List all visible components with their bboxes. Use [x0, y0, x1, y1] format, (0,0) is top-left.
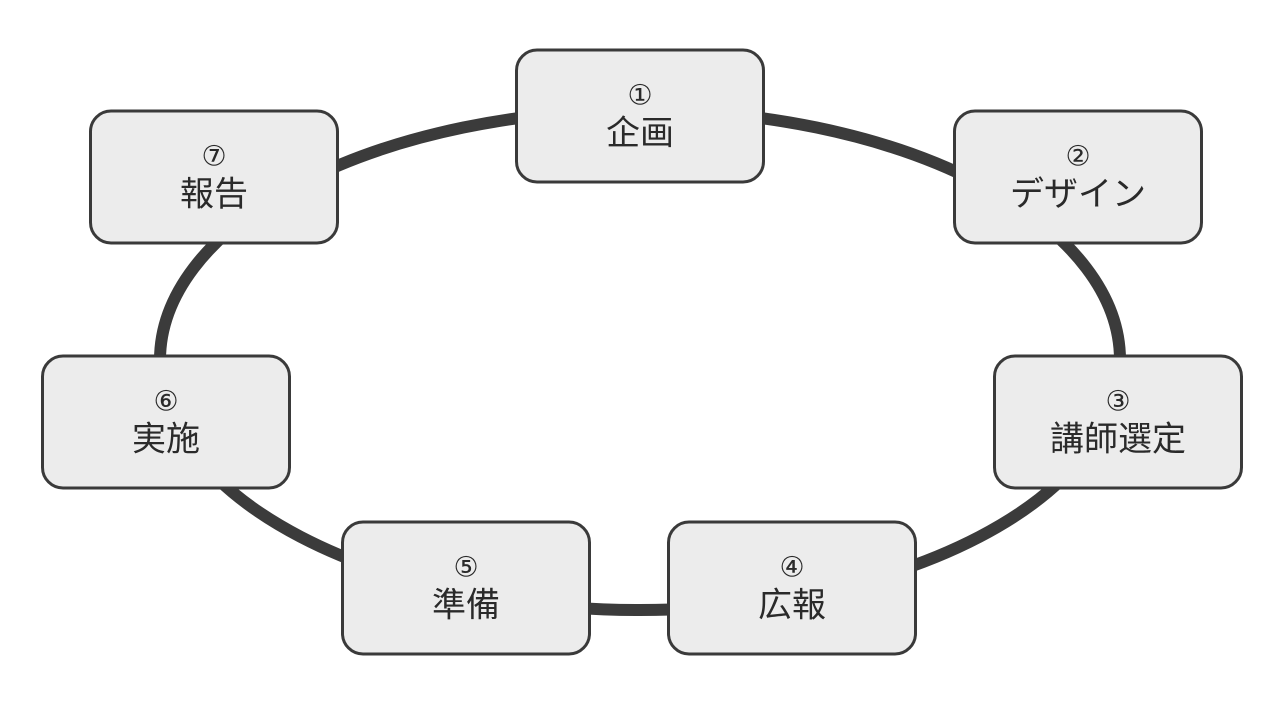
- cycle-node-number: ⑤: [453, 549, 478, 584]
- cycle-node-number: ⑦: [201, 138, 226, 173]
- cycle-node-5: ⑤準備: [341, 521, 591, 656]
- cycle-node-4: ④広報: [667, 521, 917, 656]
- cycle-node-label: 準備: [432, 584, 500, 627]
- cycle-node-3: ③講師選定: [993, 355, 1243, 490]
- cycle-node-7: ⑦報告: [89, 110, 339, 245]
- cycle-node-number: ⑥: [153, 383, 178, 418]
- cycle-node-label: 報告: [180, 173, 248, 216]
- cycle-node-label: 講師選定: [1050, 418, 1186, 461]
- cycle-node-6: ⑥実施: [41, 355, 291, 490]
- cycle-node-1: ①企画: [515, 49, 765, 184]
- cycle-node-label: 広報: [758, 584, 826, 627]
- cycle-node-label: 実施: [132, 418, 200, 461]
- cycle-node-2: ②デザイン: [953, 110, 1203, 245]
- cycle-node-label: 企画: [606, 112, 674, 155]
- cycle-node-number: ①: [627, 77, 652, 112]
- cycle-node-label: デザイン: [1010, 173, 1146, 216]
- cycle-node-number: ③: [1105, 383, 1130, 418]
- cycle-diagram: ①企画 ②デザイン ③講師選定 ④広報 ⑤準備 ⑥実施 ⑦報告: [0, 0, 1280, 720]
- cycle-node-number: ④: [779, 549, 804, 584]
- cycle-node-number: ②: [1065, 138, 1090, 173]
